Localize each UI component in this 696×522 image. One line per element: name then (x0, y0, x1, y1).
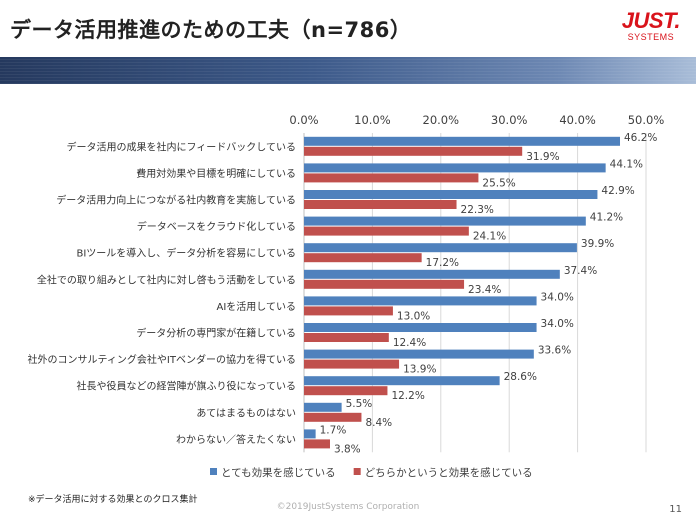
bar-1 (304, 243, 577, 253)
category-label: AIを活用している (217, 301, 297, 313)
data-label-1: 37.4% (564, 265, 597, 277)
data-label-1: 41.2% (590, 212, 623, 224)
category-label: BIツールを導入し、データ分析を容易にしている (76, 247, 296, 260)
data-label-2: 25.5% (482, 177, 515, 189)
data-label-1: 42.9% (601, 185, 634, 197)
data-label-1: 1.7% (320, 424, 347, 436)
copyright: ©2019JustSystems Corporation (276, 502, 420, 512)
data-label-1: 34.0% (541, 291, 574, 303)
bar-1 (304, 216, 586, 226)
category-label: あてはまるものはない (196, 407, 296, 419)
bar-2 (304, 173, 479, 183)
logo-main-text: JUST. (621, 8, 681, 33)
bar-1 (304, 349, 534, 359)
data-label-2: 8.4% (365, 417, 392, 429)
legend-swatch-1 (210, 468, 217, 475)
bar-2 (304, 412, 362, 422)
data-label-2: 12.2% (391, 390, 424, 402)
bar-2 (304, 146, 523, 156)
company-logo: JUST. SYSTEMS (621, 8, 681, 43)
logo-sub-text: SYSTEMS (627, 32, 675, 42)
data-label-2: 3.8% (334, 443, 361, 455)
x-tick-label: 0.0% (289, 113, 318, 127)
data-label-2: 31.9% (526, 151, 559, 163)
bar-2 (304, 439, 330, 449)
category-label: 社外のコンサルティング会社やITベンダーの協力を得ている (28, 353, 296, 366)
data-label-2: 13.0% (397, 310, 430, 322)
page-title: データ活用推進のための工夫（n=786） (10, 18, 412, 42)
data-label-1: 5.5% (346, 398, 373, 410)
bar-1 (304, 376, 500, 386)
data-label-2: 12.4% (393, 337, 426, 349)
header-banner (0, 57, 696, 84)
legend-swatch-2 (353, 468, 361, 475)
x-tick-label: 40.0% (559, 113, 596, 127)
data-label-2: 13.9% (403, 364, 436, 376)
legend-label-2: どちらかというと効果を感じている (365, 466, 533, 479)
x-tick-label: 20.0% (423, 113, 460, 127)
data-label-2: 22.3% (461, 204, 494, 216)
bar-2 (304, 386, 388, 396)
bar-2 (304, 359, 400, 369)
data-label-1: 33.6% (538, 345, 571, 357)
bar-1 (304, 163, 606, 173)
bar-2 (304, 200, 457, 209)
x-tick-label: 50.0% (628, 113, 665, 127)
category-label: データ活用力向上につながる社内教育を実施している (56, 194, 296, 207)
bar-2 (304, 306, 393, 316)
data-label-1: 39.9% (581, 238, 614, 250)
bar-2 (304, 253, 422, 263)
bar-1 (304, 323, 537, 332)
footnote: ※データ活用に対する効果とのクロス集計 (28, 495, 198, 505)
bar-2 (304, 226, 469, 236)
category-label: データ分析の専門家が在籍している (136, 327, 296, 340)
category-label: わからない／答えたくない (176, 433, 296, 446)
legend-label-1: とても効果を感じている (221, 466, 336, 479)
category-label: データ活用の成果を社内にフィードバックしている (67, 140, 297, 153)
page-number: 11 (669, 504, 682, 515)
category-label: 社長や役員などの経営陣が旗ふり役になっている (77, 380, 297, 393)
data-label-1: 28.6% (504, 371, 537, 383)
bar-1 (304, 269, 560, 279)
category-label: 全社での取り組みとして社内に対し啓もう活動をしている (37, 273, 296, 286)
bar-2 (304, 333, 389, 342)
category-label: 費用対効果や目標を明確にしている (136, 167, 296, 180)
bar-2 (304, 279, 465, 289)
x-tick-label: 30.0% (491, 113, 528, 127)
category-label: データベースをクラウド化している (137, 220, 296, 233)
x-tick-label: 10.0% (354, 113, 391, 127)
data-label-1: 34.0% (541, 318, 574, 330)
data-label-1: 46.2% (624, 132, 657, 144)
data-label-2: 23.4% (468, 284, 501, 296)
data-label-1: 44.1% (610, 158, 643, 170)
bar-1 (304, 136, 621, 146)
bar-1 (304, 429, 316, 439)
data-label-2: 17.2% (426, 257, 459, 269)
bar-1 (304, 190, 598, 199)
bar-1 (304, 296, 537, 306)
bar-1 (304, 402, 342, 412)
data-label-2: 24.1% (473, 231, 506, 243)
